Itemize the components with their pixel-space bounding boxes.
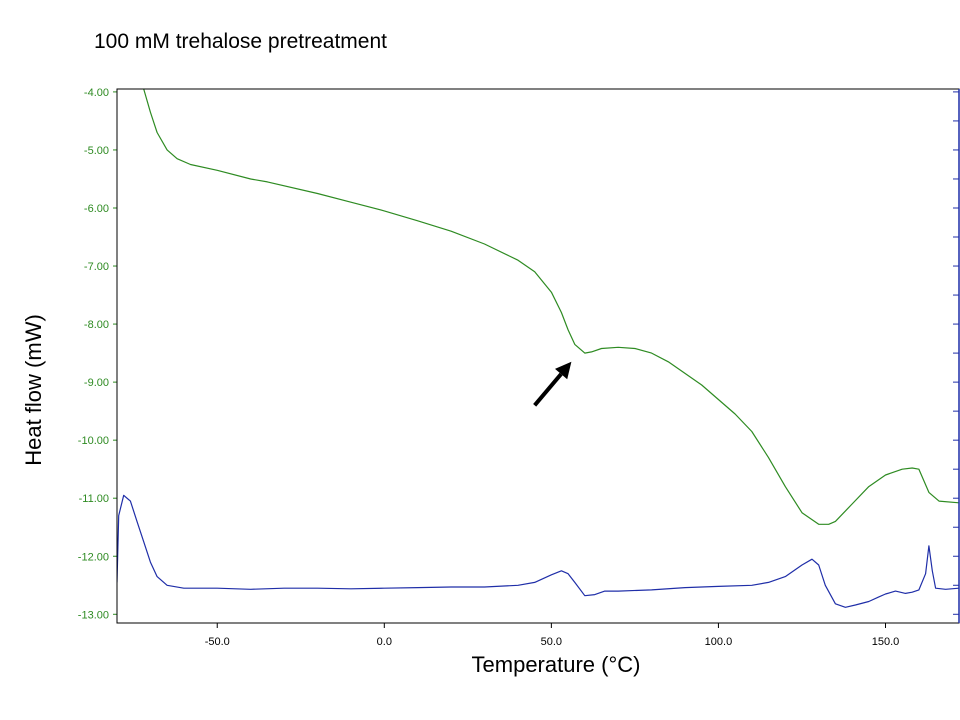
x-tick-label: 50.0 (541, 636, 562, 648)
plot-frame (116, 88, 960, 624)
x-tick-label: 0.0 (377, 636, 392, 648)
annotation-group (533, 361, 572, 407)
series-group (117, 89, 959, 608)
x-tick-label: 150.0 (872, 636, 900, 648)
y-tick-label: -7.00 (84, 261, 109, 273)
y-tick-label: -4.00 (84, 87, 109, 99)
x-axis: -50.0 0.0 50.0 100.0 150.0 (205, 623, 900, 648)
x-axis-label: Temperature (°C) (471, 652, 641, 677)
chart-title: 100 mM trehalose pretreatment (94, 30, 387, 53)
y-tick-label: -13.00 (78, 609, 109, 621)
arrow-shaft (533, 372, 563, 407)
y-tick-label: -8.00 (84, 319, 109, 331)
y-tick-label: -10.00 (78, 435, 109, 447)
y-tick-label: -6.00 (84, 203, 109, 215)
y-tick-label: -12.00 (78, 551, 109, 563)
x-tick-label: 100.0 (705, 636, 733, 648)
y-tick-label: -5.00 (84, 145, 109, 157)
y-tick-label: -9.00 (84, 377, 109, 389)
y-axis: -4.00 -5.00 -6.00 -7.00 -8.00 -9.00 -10.00 -11.… (78, 87, 959, 621)
x-tick-label: -50.0 (205, 636, 230, 648)
series-line-2 (117, 494, 959, 608)
y-tick-label: -11.00 (79, 493, 109, 505)
series-line-1 (143, 89, 959, 525)
arrow-head (555, 361, 572, 380)
